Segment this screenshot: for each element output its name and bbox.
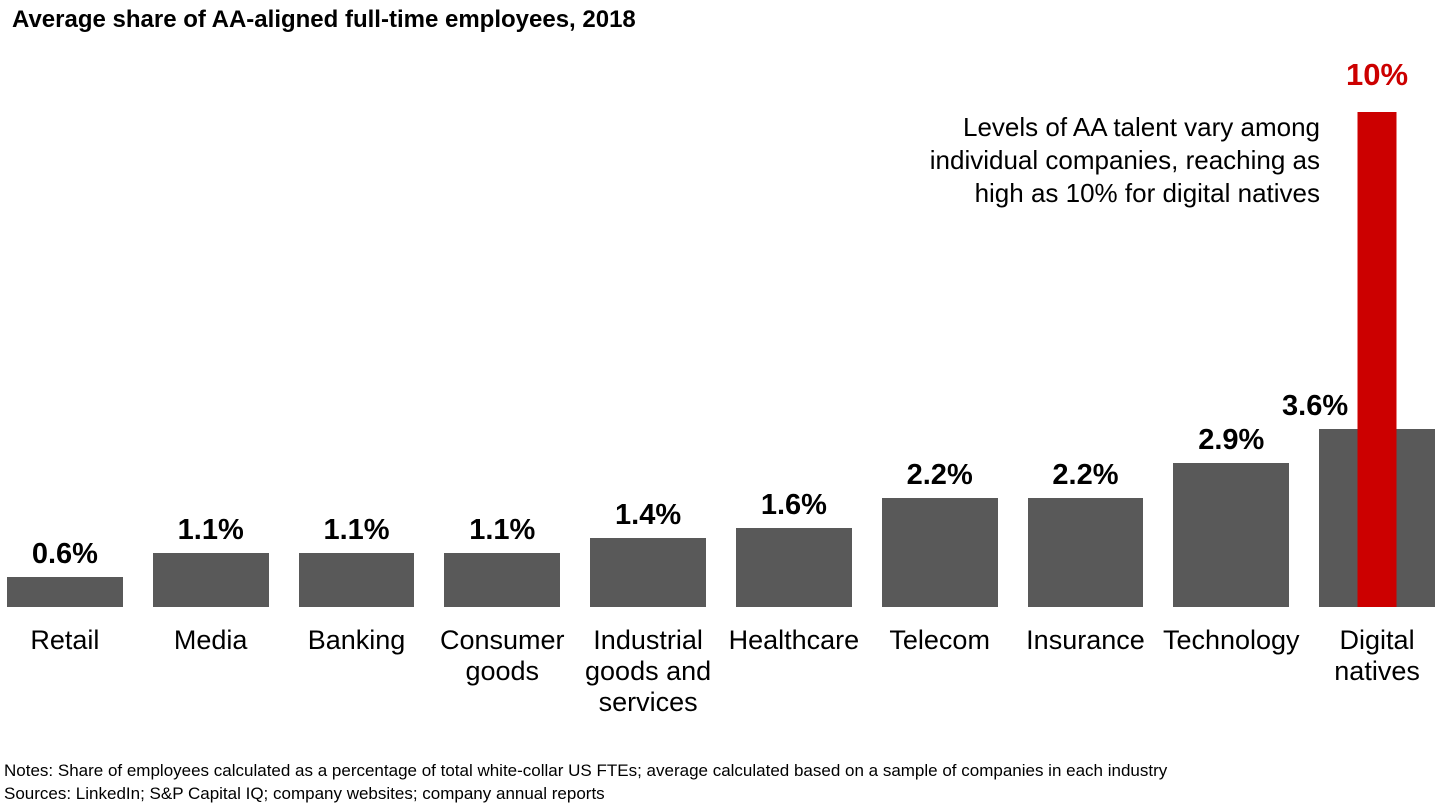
category-label-industrial-goods-and-services: Industrial goods and services — [585, 625, 712, 717]
bar-technology — [1173, 463, 1290, 607]
bar-column-banking: 1.1% Banking — [298, 0, 415, 655]
highlight-bar — [1357, 112, 1397, 607]
category-label-telecom: Telecom — [889, 625, 990, 655]
bar-consumer-goods — [444, 552, 561, 607]
bar-value-label: 1.4% — [615, 498, 682, 531]
bar-industrial-goods-and-services — [590, 537, 706, 607]
bar-column-industrial-goods-and-services: 1.4% Industrial goods and services — [585, 0, 711, 717]
bar-healthcare — [735, 527, 852, 607]
bar-insurance — [1027, 498, 1144, 607]
bar-value-label: 3.6% — [1282, 389, 1349, 422]
notes-line: Notes: Share of employees calculated as … — [4, 761, 1168, 780]
bar-value-label: 0.6% — [31, 538, 98, 571]
bar-column-consumer-goods: 1.1% Consumer goods — [440, 0, 565, 686]
bar-column-media: 1.1% Media — [152, 0, 269, 655]
category-label-consumer-goods: Consumer goods — [440, 625, 565, 686]
bar-column-insurance: 2.2% Insurance — [1026, 0, 1145, 655]
bar-value-label: 1.1% — [177, 513, 244, 546]
category-label-digital-natives: Digital natives — [1334, 625, 1420, 686]
bar-media — [152, 552, 269, 607]
category-label-retail: Retail — [30, 625, 100, 655]
bar-value-label: 1.1% — [323, 513, 390, 546]
footnotes: Notes: Share of employees calculated as … — [4, 759, 1167, 805]
annotation-text: Levels of AA talent vary among individua… — [929, 112, 1320, 208]
bar-column-healthcare: 1.6% Healthcare — [729, 0, 860, 655]
bar-value-label: 1.6% — [760, 488, 827, 521]
category-label-media: Media — [173, 625, 248, 655]
bar-column-retail: 0.6% Retail — [7, 0, 123, 655]
bar-telecom — [881, 498, 998, 607]
bar-value-label: 2.2% — [1052, 459, 1119, 492]
bar-column-technology: 2.9% Technology — [1163, 0, 1300, 655]
category-label-technology: Technology — [1162, 625, 1300, 655]
bar-value-label: 2.2% — [906, 459, 973, 492]
bar-value-label: 2.9% — [1198, 424, 1265, 457]
sources-line: Sources: LinkedIn; S&P Capital IQ; compa… — [4, 784, 605, 803]
highlight-value-label: 10% — [1346, 57, 1409, 92]
category-label-healthcare: Healthcare — [728, 625, 860, 655]
bar-retail — [7, 577, 123, 607]
bar-value-label: 1.1% — [469, 513, 536, 546]
page-title: Average share of AA-aligned full-time em… — [12, 6, 636, 33]
bar-column-digital-natives: 3.6% 10% Digital natives — [1282, 0, 1435, 686]
bar-chart: 0.6% Retail 1.1% Media 1.1% Banking 1.1% Consum… — [7, 0, 1435, 717]
category-label-insurance: Insurance — [1026, 625, 1145, 655]
category-label-banking: Banking — [307, 625, 406, 655]
bar-column-telecom: 2.2% Telecom — [881, 0, 998, 655]
bar-banking — [298, 552, 415, 607]
